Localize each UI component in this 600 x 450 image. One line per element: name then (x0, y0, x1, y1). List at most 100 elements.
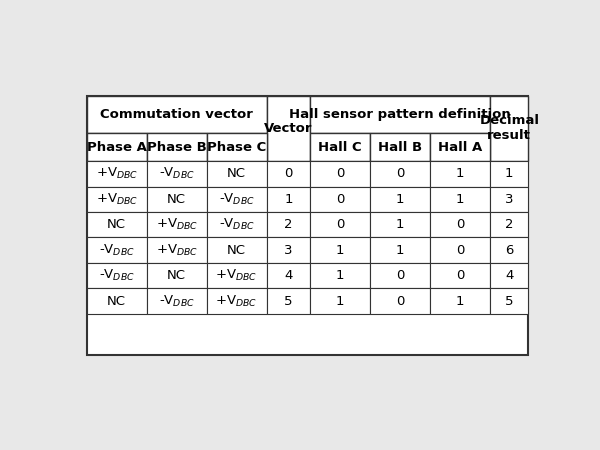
Bar (206, 133, 266, 161)
Text: 1: 1 (336, 269, 344, 282)
Text: Decimal
result: Decimal result (479, 114, 539, 142)
Bar (310, 238, 370, 263)
Text: -V$_{DBC}$: -V$_{DBC}$ (158, 293, 194, 309)
Bar (86, 161, 146, 187)
Bar (146, 238, 206, 263)
Text: 6: 6 (505, 244, 514, 256)
Text: +V$_{DBC}$: +V$_{DBC}$ (155, 217, 198, 232)
Bar (310, 133, 370, 161)
Text: 5: 5 (284, 295, 293, 308)
Text: +V$_{DBC}$: +V$_{DBC}$ (155, 243, 198, 258)
Bar (490, 212, 529, 238)
Text: -V$_{DBC}$: -V$_{DBC}$ (98, 243, 134, 258)
Bar (206, 187, 266, 212)
Bar (370, 238, 430, 263)
Bar (430, 161, 490, 187)
Bar (370, 161, 430, 187)
Bar (370, 288, 430, 314)
Text: 0: 0 (336, 167, 344, 180)
Bar (266, 95, 310, 161)
Text: 0: 0 (336, 218, 344, 231)
Bar (206, 238, 266, 263)
Text: 3: 3 (284, 244, 293, 256)
Bar (490, 263, 529, 288)
Bar (430, 263, 490, 288)
Bar (430, 212, 490, 238)
Bar (146, 187, 206, 212)
Bar (86, 95, 529, 356)
Text: 1: 1 (396, 193, 404, 206)
Bar (370, 187, 430, 212)
Bar (146, 133, 206, 161)
Text: Vector: Vector (264, 122, 313, 135)
Text: 2: 2 (505, 218, 514, 231)
Text: 1: 1 (456, 193, 464, 206)
Bar (86, 212, 146, 238)
Bar (430, 288, 490, 314)
Bar (310, 212, 370, 238)
Text: 1: 1 (456, 167, 464, 180)
Bar (430, 238, 490, 263)
Bar (370, 212, 430, 238)
Bar (490, 288, 529, 314)
Bar (266, 288, 310, 314)
Bar (86, 238, 146, 263)
Bar (146, 263, 206, 288)
Bar (310, 187, 370, 212)
Text: 3: 3 (505, 193, 514, 206)
Bar (310, 288, 370, 314)
Text: 2: 2 (284, 218, 293, 231)
Bar (146, 161, 206, 187)
Text: NC: NC (167, 193, 186, 206)
Bar (86, 187, 146, 212)
Bar (266, 238, 310, 263)
Bar (146, 288, 206, 314)
Text: NC: NC (107, 295, 126, 308)
Bar (430, 187, 490, 212)
Bar (86, 133, 146, 161)
Bar (86, 288, 146, 314)
Bar (430, 133, 490, 161)
Text: +V$_{DBC}$: +V$_{DBC}$ (95, 166, 138, 181)
Text: Hall sensor pattern definition: Hall sensor pattern definition (289, 108, 511, 121)
Text: 0: 0 (396, 269, 404, 282)
Text: -V$_{DBC}$: -V$_{DBC}$ (218, 192, 254, 207)
Text: 1: 1 (336, 244, 344, 256)
Bar (206, 212, 266, 238)
Text: 0: 0 (396, 167, 404, 180)
Text: Phase C: Phase C (207, 141, 266, 153)
Text: -V$_{DBC}$: -V$_{DBC}$ (98, 268, 134, 283)
Bar (86, 95, 266, 133)
Text: 1: 1 (456, 295, 464, 308)
Text: 1: 1 (396, 244, 404, 256)
Bar (266, 161, 310, 187)
Bar (490, 187, 529, 212)
Bar (86, 263, 146, 288)
Bar (310, 263, 370, 288)
Text: Hall C: Hall C (319, 141, 362, 153)
Bar (310, 161, 370, 187)
Text: 1: 1 (284, 193, 293, 206)
Bar (310, 95, 490, 133)
Text: Hall B: Hall B (378, 141, 422, 153)
Text: NC: NC (167, 269, 186, 282)
Text: 4: 4 (284, 269, 293, 282)
Bar (206, 288, 266, 314)
Text: 4: 4 (505, 269, 514, 282)
Text: 1: 1 (396, 218, 404, 231)
Text: 5: 5 (505, 295, 514, 308)
Text: 1: 1 (336, 295, 344, 308)
Text: -V$_{DBC}$: -V$_{DBC}$ (218, 217, 254, 232)
Text: Phase A: Phase A (86, 141, 146, 153)
Text: NC: NC (107, 218, 126, 231)
Text: 0: 0 (456, 244, 464, 256)
Text: NC: NC (227, 167, 246, 180)
Text: -V$_{DBC}$: -V$_{DBC}$ (158, 166, 194, 181)
Text: 0: 0 (336, 193, 344, 206)
Bar (266, 263, 310, 288)
Text: NC: NC (227, 244, 246, 256)
Bar (370, 263, 430, 288)
Text: 0: 0 (284, 167, 293, 180)
Bar (490, 238, 529, 263)
Text: Commutation vector: Commutation vector (100, 108, 253, 121)
